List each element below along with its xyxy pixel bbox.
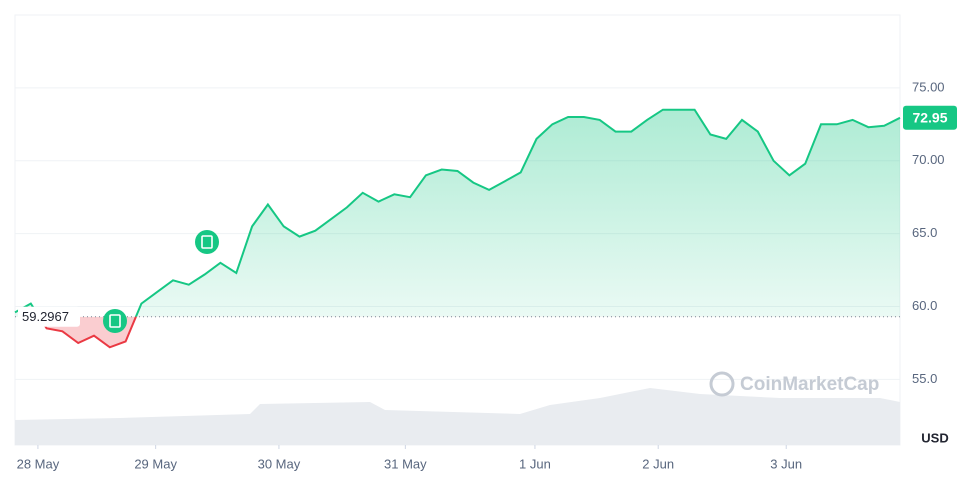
area-above (15, 109, 900, 317)
y-tick-label: 60.0 (912, 298, 937, 313)
x-tick-label: 28 May (17, 456, 60, 471)
watermark-logo: CoinMarketCap (709, 371, 879, 397)
base-label-bg (18, 306, 80, 327)
event-markers (103, 230, 219, 333)
price-badge (903, 105, 957, 130)
x-tick-label: 30 May (258, 456, 301, 471)
volume-area (15, 388, 900, 445)
unit-label: USD (921, 430, 948, 445)
y-tick-label: 65.0 (912, 225, 937, 240)
watermark: CoinMarketCap (740, 374, 879, 395)
y-tick-label: 70.00 (912, 152, 945, 167)
x-tick-label: 29 May (134, 456, 177, 471)
price-badge-label: 72.95 (912, 109, 947, 125)
y-tick-label: 55.0 (912, 371, 937, 386)
x-tick-label: 31 May (384, 456, 427, 471)
price-line (14, 108, 901, 317)
y-tick-label: 75.00 (912, 79, 945, 94)
x-tick-label: 3 Jun (770, 456, 802, 471)
base-label: 59.2967 (22, 309, 69, 324)
x-tick-label: 2 Jun (642, 456, 674, 471)
x-tick-label: 1 Jun (519, 456, 551, 471)
